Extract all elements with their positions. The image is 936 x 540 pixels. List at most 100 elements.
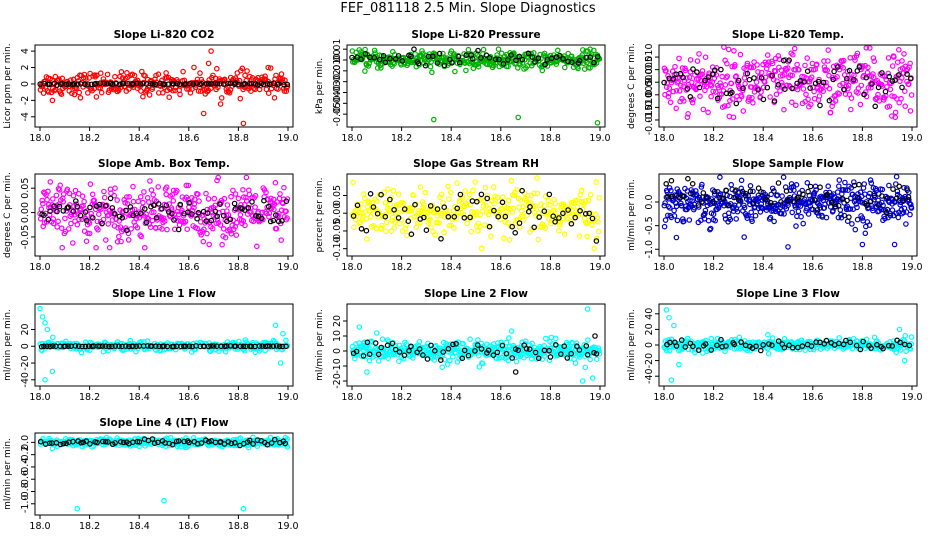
data-point bbox=[668, 377, 675, 383]
data-point bbox=[834, 64, 841, 70]
data-point bbox=[273, 225, 280, 232]
data-point bbox=[210, 225, 216, 232]
data-point bbox=[768, 191, 775, 198]
data-point bbox=[38, 343, 45, 350]
data-point bbox=[795, 194, 802, 201]
data-point bbox=[281, 184, 287, 191]
x-tick-label: 18.0 bbox=[29, 262, 50, 273]
data-point bbox=[712, 217, 719, 224]
data-point bbox=[232, 205, 239, 212]
data-point bbox=[208, 217, 215, 224]
data-point bbox=[391, 219, 398, 225]
data-point bbox=[773, 91, 780, 98]
data-point bbox=[385, 186, 391, 192]
data-point bbox=[841, 212, 848, 219]
data-point bbox=[885, 70, 892, 77]
data-point bbox=[710, 198, 716, 205]
data-point bbox=[451, 214, 458, 220]
data-point bbox=[577, 208, 583, 214]
data-point bbox=[218, 343, 225, 350]
data-point bbox=[441, 356, 448, 363]
data-point bbox=[204, 230, 210, 237]
y-tick-label: 0.05 bbox=[20, 178, 31, 199]
data-point bbox=[478, 191, 485, 198]
data-point bbox=[764, 52, 771, 58]
data-point bbox=[242, 222, 248, 229]
data-point bbox=[753, 79, 760, 85]
data-point bbox=[722, 348, 728, 355]
data-point bbox=[147, 178, 153, 184]
data-point bbox=[807, 101, 814, 108]
data-point bbox=[847, 206, 854, 212]
data-point bbox=[806, 79, 813, 85]
data-point bbox=[201, 226, 207, 233]
plot-frame bbox=[346, 44, 606, 128]
data-point bbox=[826, 85, 833, 92]
data-point bbox=[857, 101, 864, 108]
data-point bbox=[724, 73, 731, 80]
data-point bbox=[663, 307, 670, 313]
x-tick-label: 18.0 bbox=[341, 392, 362, 403]
data-point bbox=[558, 351, 564, 357]
data-point bbox=[477, 223, 483, 230]
data-point bbox=[897, 347, 904, 353]
y-tick-label: 0.0 bbox=[20, 435, 31, 450]
data-point bbox=[215, 174, 222, 181]
data-point bbox=[210, 72, 216, 79]
data-point bbox=[569, 59, 575, 66]
data-point bbox=[561, 343, 568, 350]
data-point bbox=[465, 46, 472, 53]
data-point bbox=[576, 209, 582, 215]
x-tick-label: 18.4 bbox=[129, 262, 150, 273]
data-point bbox=[362, 51, 369, 57]
data-point bbox=[57, 182, 64, 189]
data-point bbox=[508, 177, 515, 184]
data-point bbox=[711, 67, 718, 74]
data-point bbox=[445, 183, 451, 190]
data-point bbox=[771, 98, 778, 104]
data-point bbox=[750, 188, 756, 195]
y-axis-label: ml/min per min. bbox=[3, 438, 13, 510]
data-point bbox=[364, 369, 370, 375]
data-point bbox=[423, 227, 430, 234]
data-point bbox=[190, 81, 197, 87]
y-tick-label: -4 bbox=[20, 112, 31, 121]
y-tick-label: 0 bbox=[644, 342, 655, 348]
data-point bbox=[390, 214, 396, 221]
data-point bbox=[140, 80, 146, 87]
data-point bbox=[836, 335, 843, 341]
data-point bbox=[460, 211, 467, 218]
data-point bbox=[217, 101, 224, 107]
x-tick-label: 18.0 bbox=[29, 521, 50, 532]
data-point bbox=[671, 322, 677, 329]
data-point bbox=[726, 202, 732, 209]
data-point bbox=[725, 102, 731, 109]
data-point bbox=[461, 347, 468, 354]
data-point bbox=[437, 345, 444, 351]
data-point bbox=[162, 218, 168, 224]
data-point bbox=[907, 211, 913, 218]
chart-title: Slope Sample Flow bbox=[732, 158, 844, 170]
data-point bbox=[412, 51, 418, 57]
data-point bbox=[595, 345, 602, 351]
data-point bbox=[884, 84, 890, 90]
x-tick-label: 18.4 bbox=[441, 262, 462, 273]
data-point bbox=[409, 205, 416, 212]
data-point bbox=[261, 197, 267, 204]
data-point bbox=[682, 65, 688, 72]
data-point bbox=[781, 344, 788, 351]
data-point bbox=[49, 368, 56, 375]
data-point bbox=[445, 345, 452, 352]
data-point bbox=[278, 237, 285, 243]
data-point bbox=[134, 225, 141, 231]
data-point bbox=[675, 78, 682, 85]
data-point bbox=[801, 79, 808, 85]
data-point bbox=[232, 191, 239, 197]
data-point bbox=[808, 74, 815, 81]
data-point bbox=[750, 200, 757, 207]
data-point bbox=[523, 345, 530, 352]
data-point bbox=[741, 204, 748, 211]
data-point bbox=[760, 96, 767, 103]
data-point bbox=[800, 86, 807, 92]
x-tick-label: 19.0 bbox=[277, 133, 298, 144]
